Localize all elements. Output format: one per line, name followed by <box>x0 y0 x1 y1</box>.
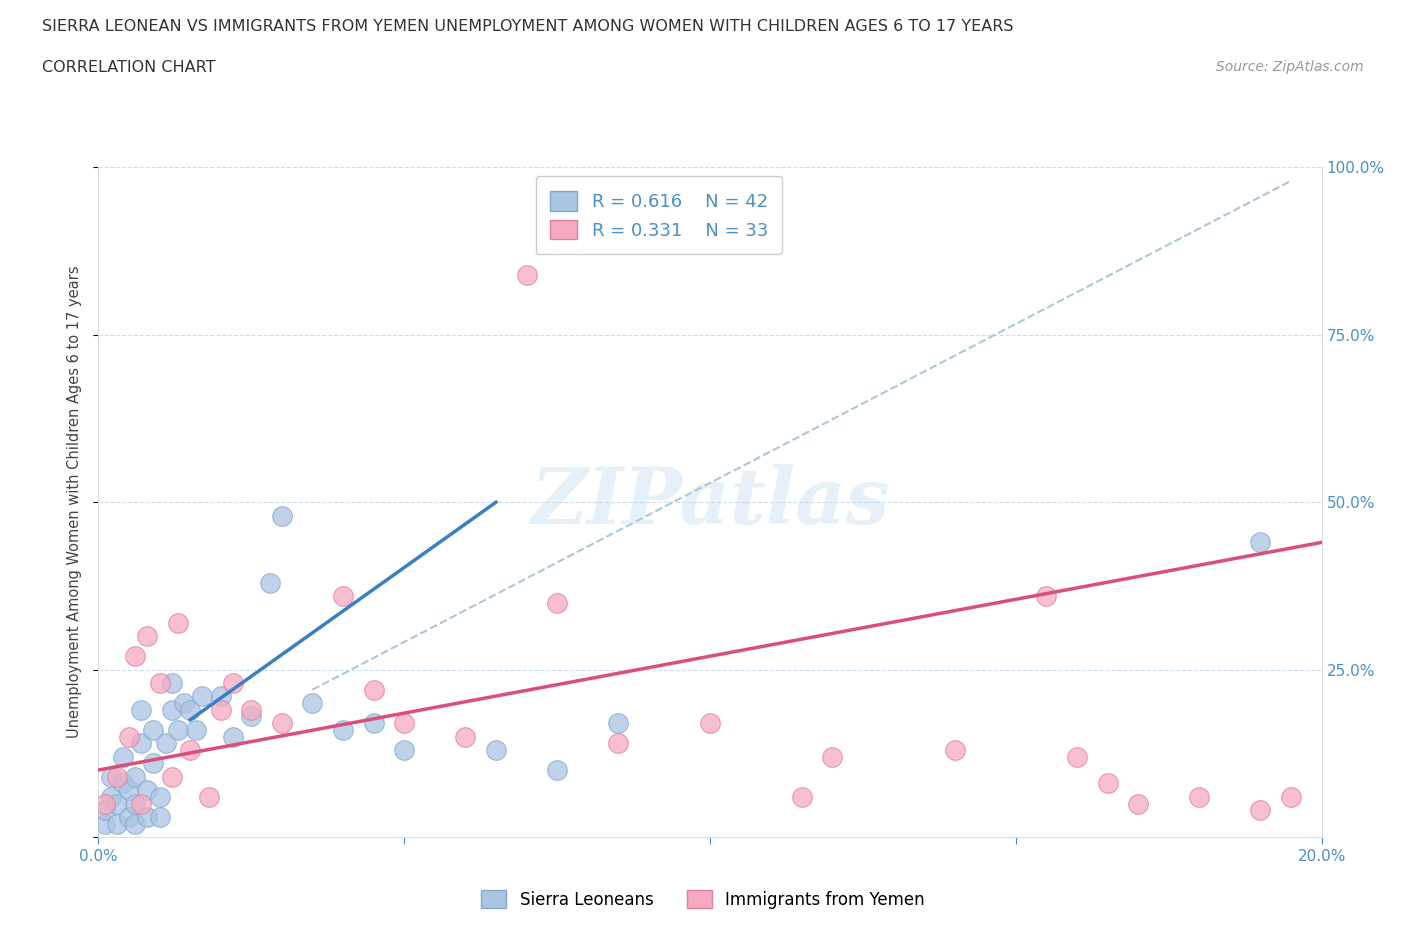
Point <box>363 683 385 698</box>
Point <box>363 716 385 731</box>
Point <box>93 817 115 831</box>
Point <box>167 723 190 737</box>
Point <box>155 736 177 751</box>
Point <box>301 696 323 711</box>
Point <box>209 689 232 704</box>
Point <box>160 769 183 784</box>
Point <box>149 790 172 804</box>
Point <box>1249 535 1271 550</box>
Point <box>149 675 172 690</box>
Point <box>270 508 292 523</box>
Point <box>129 796 152 811</box>
Text: SIERRA LEONEAN VS IMMIGRANTS FROM YEMEN UNEMPLOYMENT AMONG WOMEN WITH CHILDREN A: SIERRA LEONEAN VS IMMIGRANTS FROM YEMEN … <box>42 19 1014 33</box>
Point <box>240 702 263 717</box>
Point <box>93 796 115 811</box>
Point <box>100 790 122 804</box>
Text: CORRELATION CHART: CORRELATION CHART <box>42 60 215 75</box>
Point <box>699 716 721 731</box>
Point <box>142 723 165 737</box>
Point <box>392 742 416 757</box>
Point <box>1188 790 1211 804</box>
Point <box>142 756 165 771</box>
Point <box>222 675 245 690</box>
Text: Source: ZipAtlas.com: Source: ZipAtlas.com <box>1216 60 1364 74</box>
Point <box>100 769 122 784</box>
Point <box>1249 803 1271 817</box>
Point <box>136 809 159 824</box>
Point <box>173 696 195 711</box>
Legend: Sierra Leoneans, Immigrants from Yemen: Sierra Leoneans, Immigrants from Yemen <box>472 882 934 917</box>
Legend: R = 0.616    N = 42, R = 0.331    N = 33: R = 0.616 N = 42, R = 0.331 N = 33 <box>536 177 782 254</box>
Point <box>546 763 568 777</box>
Point <box>943 742 966 757</box>
Point <box>516 267 538 282</box>
Point <box>197 790 219 804</box>
Point <box>118 729 141 744</box>
Point <box>111 750 134 764</box>
Point <box>105 796 128 811</box>
Point <box>149 809 172 824</box>
Point <box>485 742 508 757</box>
Point <box>111 776 134 790</box>
Point <box>179 702 201 717</box>
Point <box>186 723 208 737</box>
Point <box>167 616 190 631</box>
Point <box>222 729 245 744</box>
Point <box>129 736 152 751</box>
Point <box>209 702 232 717</box>
Point <box>259 575 281 590</box>
Point <box>124 817 146 831</box>
Point <box>118 783 141 798</box>
Text: ZIPatlas: ZIPatlas <box>530 464 890 540</box>
Point <box>136 783 159 798</box>
Point <box>105 769 128 784</box>
Point <box>124 769 146 784</box>
Point <box>240 709 263 724</box>
Y-axis label: Unemployment Among Women with Children Ages 6 to 17 years: Unemployment Among Women with Children A… <box>67 266 83 738</box>
Point <box>546 595 568 610</box>
Point <box>118 809 141 824</box>
Point <box>1097 776 1119 790</box>
Point <box>392 716 416 731</box>
Point <box>129 702 152 717</box>
Point <box>191 689 214 704</box>
Point <box>105 817 128 831</box>
Point <box>790 790 813 804</box>
Point <box>1279 790 1302 804</box>
Point <box>93 803 115 817</box>
Point <box>332 589 354 604</box>
Point <box>124 796 146 811</box>
Point <box>332 723 354 737</box>
Point <box>607 736 630 751</box>
Point <box>124 649 146 664</box>
Point <box>270 716 292 731</box>
Point <box>1066 750 1088 764</box>
Point <box>607 716 630 731</box>
Point <box>160 702 183 717</box>
Point <box>179 742 201 757</box>
Point <box>136 629 159 644</box>
Point <box>1128 796 1150 811</box>
Point <box>1035 589 1057 604</box>
Point <box>160 675 183 690</box>
Point <box>821 750 844 764</box>
Point <box>454 729 477 744</box>
